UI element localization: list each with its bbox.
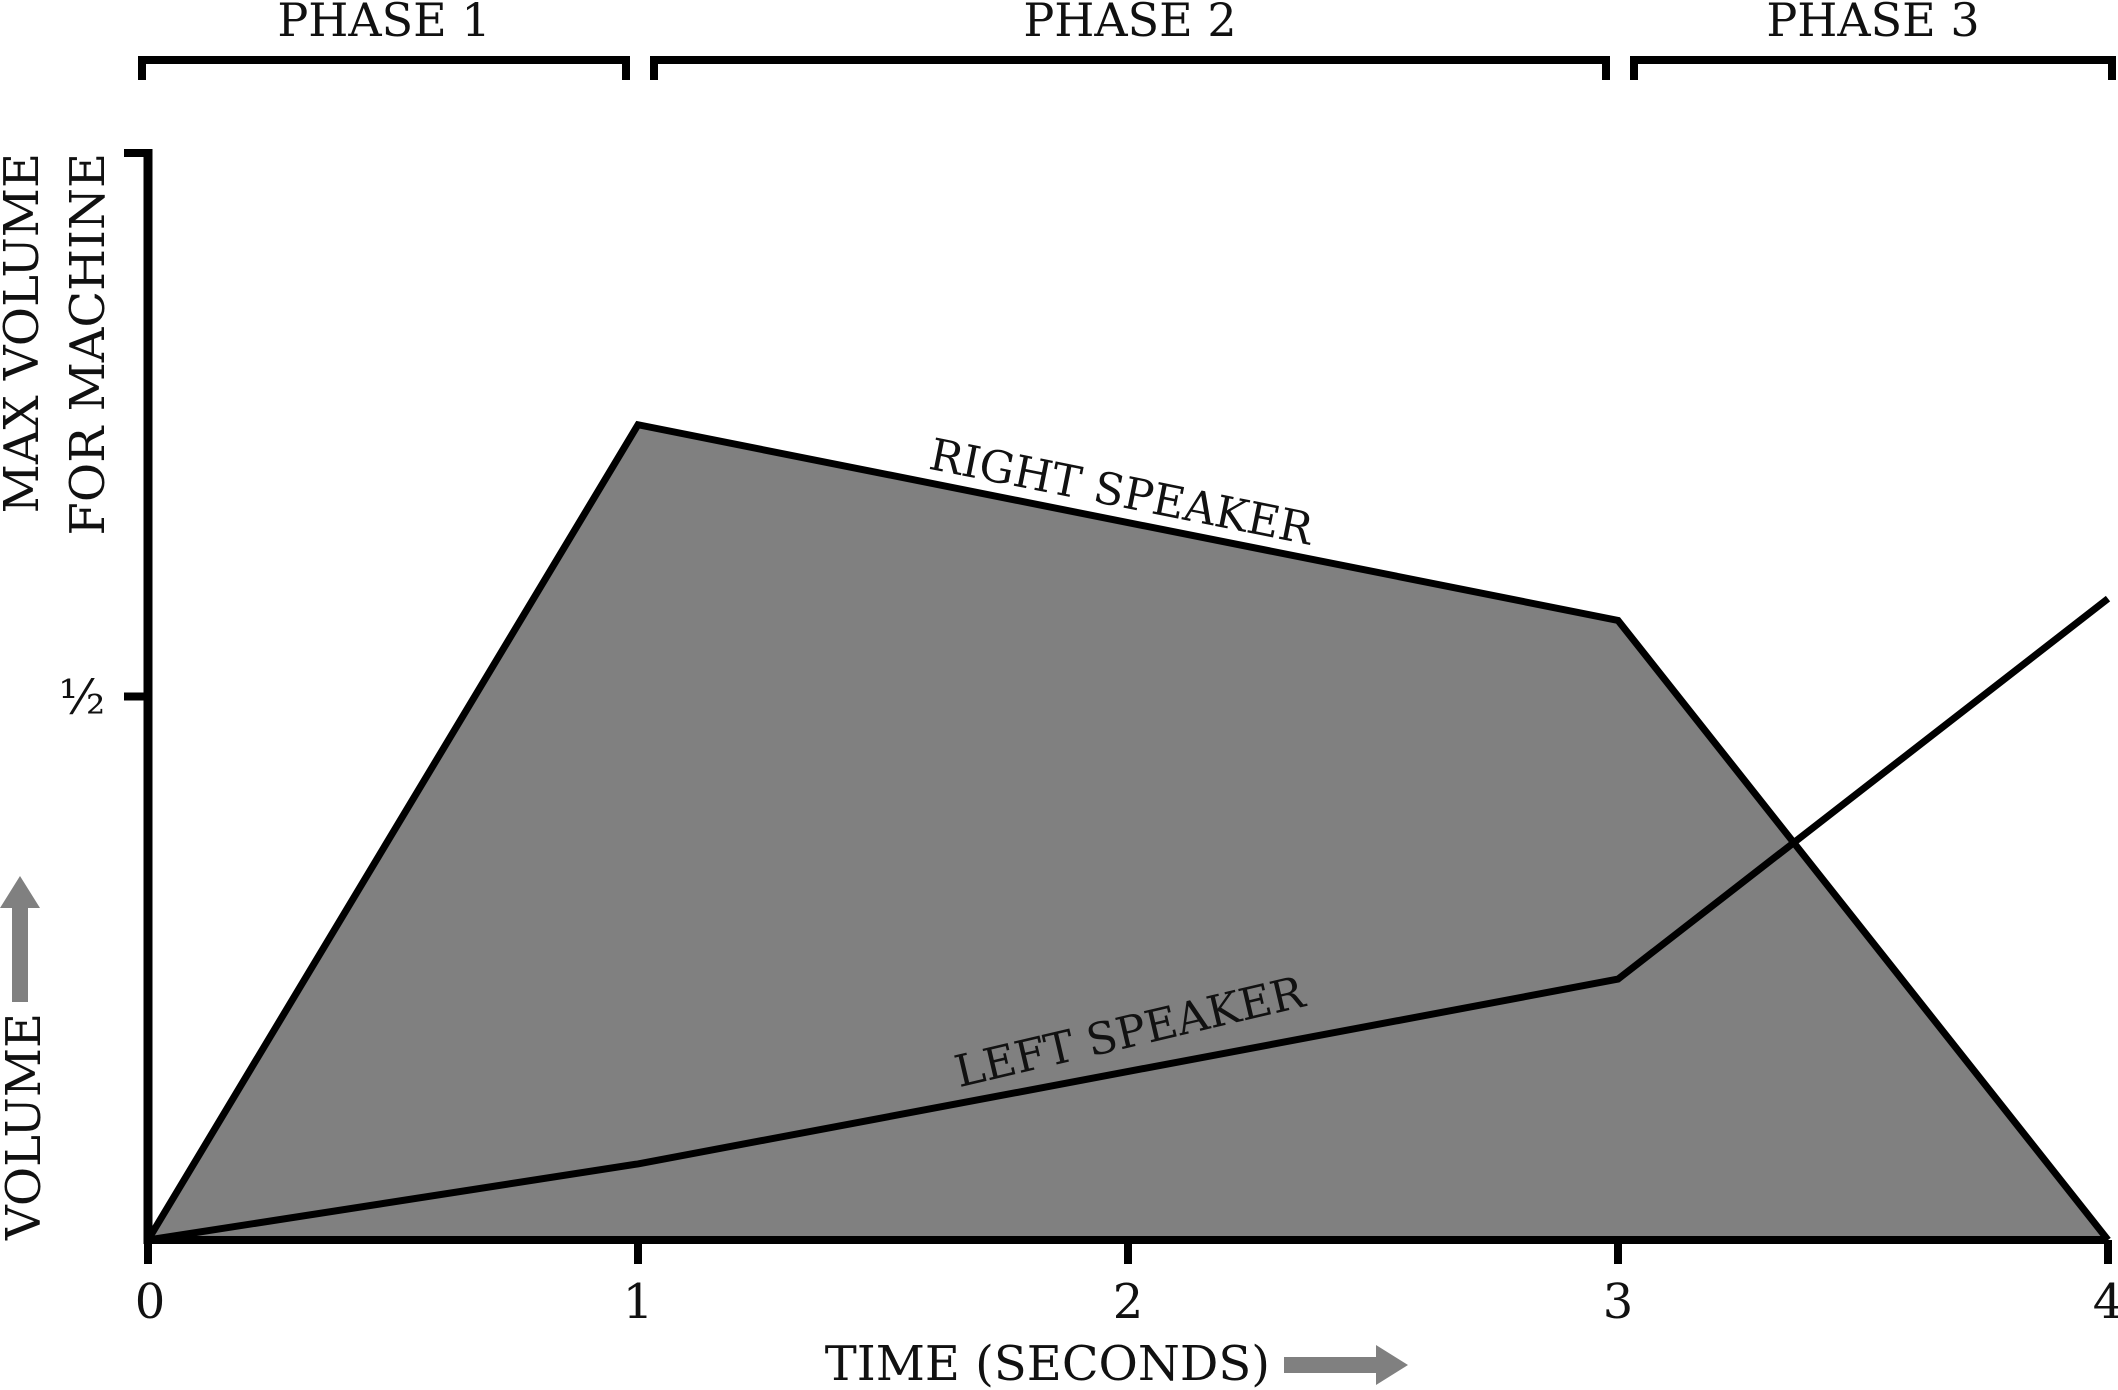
phase-1-bracket [138, 56, 630, 80]
phase-3-bracket [1630, 56, 2116, 80]
y-max-label-line-1: MAX VOLUME [0, 153, 50, 513]
x-tick-label-2: 2 [1113, 1274, 1144, 1330]
x-axis-title: TIME (SECONDS) [825, 1336, 1270, 1390]
right-speaker-line [145, 420, 2111, 1243]
left-speaker-line [147, 595, 2111, 1244]
phase-3-label: PHASE 3 [1766, 0, 1979, 47]
x-tick-label-4: 4 [2093, 1274, 2118, 1330]
x-tick-label-0: 0 [135, 1274, 166, 1330]
phase-2-bracket [650, 56, 1610, 80]
y-axis-title: VOLUME [0, 1013, 52, 1241]
y-tick-label-half: ½ [59, 670, 106, 726]
y-max-label-line-2: FOR MACHINE [60, 153, 116, 535]
x-tick-label-1: 1 [623, 1274, 654, 1330]
right-speaker-area [148, 424, 2108, 1240]
y-axis-arrow-icon [0, 876, 40, 1002]
x-axis-arrow-icon [1284, 1345, 1408, 1385]
x-tick-label-3: 3 [1603, 1274, 1634, 1330]
phase-2-label: PHASE 2 [1023, 0, 1236, 47]
phase-1-label: PHASE 1 [277, 0, 490, 47]
